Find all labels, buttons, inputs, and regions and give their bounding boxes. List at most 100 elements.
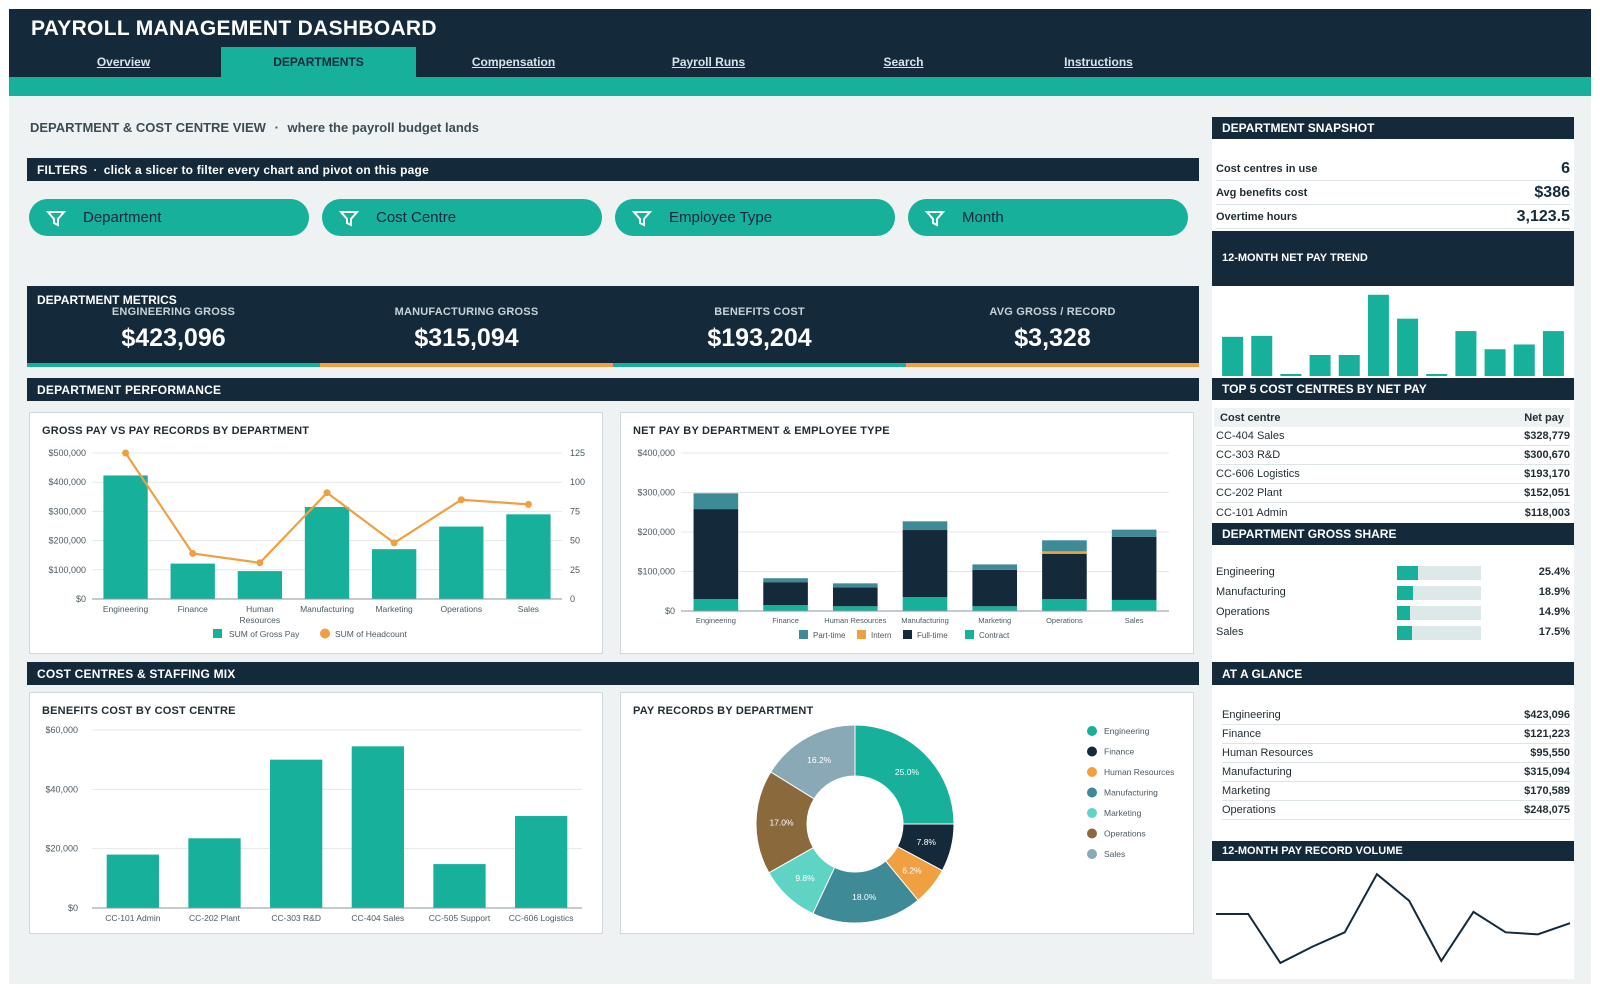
net-pay-trend-chart: [1222, 294, 1564, 376]
metric-label: BENEFITS COST: [714, 306, 805, 318]
cost-centre-name: CC-303 R&D: [1216, 449, 1281, 461]
y2-tick-label: 0: [570, 594, 575, 604]
slicer-cost-centre[interactable]: Cost Centre: [322, 199, 602, 236]
stacked-bar-segment: [693, 509, 739, 600]
line-point: [256, 559, 264, 567]
gross-share-row: Operations 14.9%: [1216, 604, 1570, 622]
share-bar-fill: [1397, 606, 1410, 620]
tab-payroll-runs[interactable]: Payroll Runs: [671, 55, 746, 69]
bar: [351, 746, 404, 908]
filters-separator: ·: [93, 162, 98, 177]
bar: [103, 475, 148, 599]
legend-label: Intern: [871, 631, 891, 640]
share-percent: 25.4%: [1538, 566, 1570, 578]
legend-swatch: [903, 630, 912, 639]
section-cost-centres: COST CENTRES & STAFFING MIX: [27, 662, 1199, 685]
stacked-bar-segment: [1111, 536, 1157, 600]
net-pay-value: $300,670: [1524, 449, 1570, 461]
stacked-bar-segment: [902, 597, 948, 611]
y2-tick-label: 50: [570, 536, 580, 546]
y-tick-label: $500,000: [48, 448, 86, 458]
slicer-department[interactable]: Department: [29, 199, 309, 236]
y-tick-label: $0: [68, 903, 78, 913]
bar: [371, 549, 417, 599]
net-pay-value: $328,779: [1524, 430, 1570, 442]
legend-label: Manufacturing: [1104, 788, 1158, 798]
line-point: [323, 489, 331, 497]
filter-icon: [45, 210, 67, 227]
column-header: Net pay: [1524, 411, 1564, 424]
tab-search[interactable]: Search: [883, 55, 924, 69]
chart-title: BENEFITS COST BY COST CENTRE: [42, 705, 236, 717]
stacked-bar-segment: [763, 605, 808, 611]
benefits-by-cost-centre-chart: $0 $20,000 $40,000 $60,000 CC-101 Admin CC-20…: [45, 725, 582, 923]
donut-slice: [854, 724, 955, 825]
x-tick-label: CC-101 Admin: [105, 913, 161, 923]
department-gross: $315,094: [1524, 766, 1570, 778]
section-department-performance: DEPARTMENT PERFORMANCE: [27, 378, 1199, 401]
legend-label: SUM of Headcount: [335, 629, 407, 639]
tab-departments[interactable]: DEPARTMENTS: [221, 47, 416, 77]
tab-compensation[interactable]: Compensation: [471, 55, 556, 69]
department-name: Sales: [1216, 626, 1244, 638]
nav-accent-band: [9, 77, 1591, 96]
metric-accent-stripe: [613, 363, 906, 367]
donut-slice: [770, 724, 856, 800]
cost-centre-name: CC-202 Plant: [1216, 487, 1283, 499]
y-tick-label: $200,000: [48, 536, 86, 546]
snapshot-label: Avg benefits cost: [1216, 186, 1308, 199]
stacked-bar-segment: [972, 606, 1018, 611]
department-name: Operations: [1216, 606, 1270, 618]
department-name: Human Resources: [1222, 747, 1314, 759]
gross-share-row: Sales 17.5%: [1216, 624, 1570, 642]
x-tick-label: Finance: [178, 604, 209, 614]
bar: [170, 563, 215, 599]
net-pay-trend-header: 12-MONTH NET PAY TREND: [1212, 231, 1574, 286]
trend-bar: [1542, 331, 1564, 376]
slice-label: 17.0%: [769, 818, 794, 828]
slice-label: 18.0%: [852, 892, 877, 902]
stacked-bar-segment: [832, 606, 878, 611]
table-row: CC-101 Admin $118,003: [1216, 503, 1570, 522]
stacked-bar-segment: [832, 587, 878, 607]
slicer-month[interactable]: Month: [908, 199, 1188, 236]
metric-benefits-cost: BENEFITS COST $193,204: [613, 306, 906, 353]
legend-swatch: [1087, 767, 1097, 777]
legend-label: Engineering: [1104, 726, 1150, 736]
tab-instructions[interactable]: Instructions: [1064, 55, 1133, 69]
trend-bar: [1280, 374, 1302, 376]
page-tagline: where the payroll budget lands: [287, 120, 479, 135]
y-tick-label: $60,000: [45, 725, 78, 735]
pay-record-volume-header: 12-MONTH PAY RECORD VOLUME: [1212, 841, 1574, 861]
metric-engineering-gross: ENGINEERING GROSS $423,096: [27, 306, 320, 353]
y-tick-label: $20,000: [45, 844, 78, 854]
x-tick-label: Sales: [1125, 616, 1144, 625]
x-tick-label: Marketing: [978, 616, 1011, 625]
table-row: CC-303 R&D $300,670: [1216, 446, 1570, 465]
table-row: CC-606 Logistics $193,170: [1216, 465, 1570, 484]
stacked-bar-segment: [972, 564, 1018, 570]
slicer-employee-type[interactable]: Employee Type: [615, 199, 895, 236]
legend-swatch: [320, 628, 330, 639]
x-tick-label: Engineering: [103, 604, 149, 614]
x-tick-label: Human Resources: [824, 616, 886, 625]
slice-label: 9.8%: [795, 873, 815, 883]
department-name: Engineering: [1222, 709, 1281, 721]
tab-overview[interactable]: Overview: [96, 55, 151, 69]
department-name: Engineering: [1216, 566, 1275, 578]
slicer-label: Cost Centre: [376, 209, 457, 226]
slice-label: 25.0%: [895, 767, 920, 777]
trend-bar: [1426, 374, 1448, 376]
stacked-bar-segment: [972, 569, 1018, 607]
metric-value: $3,328: [1014, 324, 1091, 352]
stacked-bar-segment: [832, 583, 878, 588]
trend-bar: [1367, 294, 1389, 376]
metric-label: AVG GROSS / RECORD: [989, 306, 1116, 318]
stacked-bar-segment: [693, 599, 739, 611]
x-tick-label: CC-303 R&D: [271, 913, 321, 923]
snapshot-label: Cost centres in use: [1216, 162, 1318, 175]
legend-label: Finance: [1104, 747, 1135, 757]
metric-value: $193,204: [707, 324, 812, 352]
chart-panel-net-pay-by-type: NET PAY BY DEPARTMENT & EMPLOYEE TYPE $0…: [620, 412, 1194, 654]
gross-vs-records-chart: $0 $100,000 $200,000 $300,000 $400,000 $500,0…: [48, 448, 585, 639]
